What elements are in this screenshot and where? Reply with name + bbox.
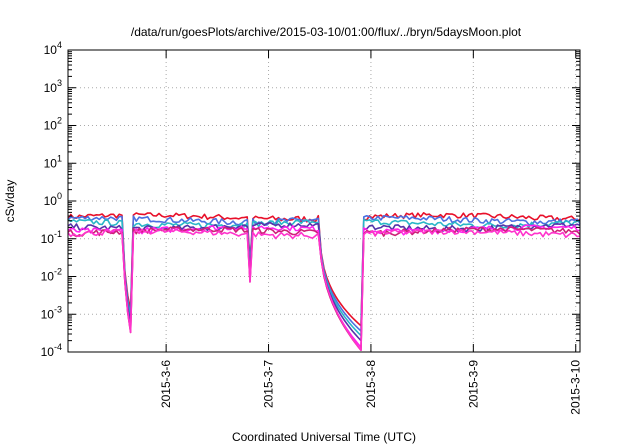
y-tick-label: 104	[44, 40, 62, 57]
chart-title: /data/run/goesPlots/archive/2015-03-10/0…	[131, 25, 522, 39]
x-tick-label: 2015-3-9	[466, 360, 480, 408]
y-tick-label: 10-3	[41, 304, 62, 321]
series-line-7	[67, 228, 581, 352]
y-axis-title: cSv/day	[3, 180, 17, 223]
y-tick-label: 101	[44, 153, 62, 170]
axes: 10-4 10-3 10-2 10-1 100 101 102 103 104 2015-3-6 2…	[41, 40, 583, 415]
x-tick-label: 2015-3-6	[159, 360, 173, 408]
series-line-6	[67, 226, 581, 352]
grid-lines	[68, 50, 580, 352]
data-series	[67, 212, 581, 352]
y-tick-label: 102	[44, 116, 62, 133]
y-tick-label: 10-1	[41, 229, 62, 246]
x-tick-label: 2015-3-10	[569, 360, 583, 415]
y-tick-label: 103	[44, 78, 62, 95]
series-line-4	[67, 221, 581, 342]
y-tick-label: 10-2	[41, 267, 62, 284]
x-axis-title: Coordinated Universal Time (UTC)	[232, 430, 416, 444]
y-tick-label: 100	[44, 191, 62, 208]
x-tick-label: 2015-3-7	[262, 360, 276, 408]
series-line-5	[67, 224, 581, 349]
x-tick-label: 2015-3-8	[364, 360, 378, 408]
y-tick-label: 10-4	[41, 342, 62, 359]
